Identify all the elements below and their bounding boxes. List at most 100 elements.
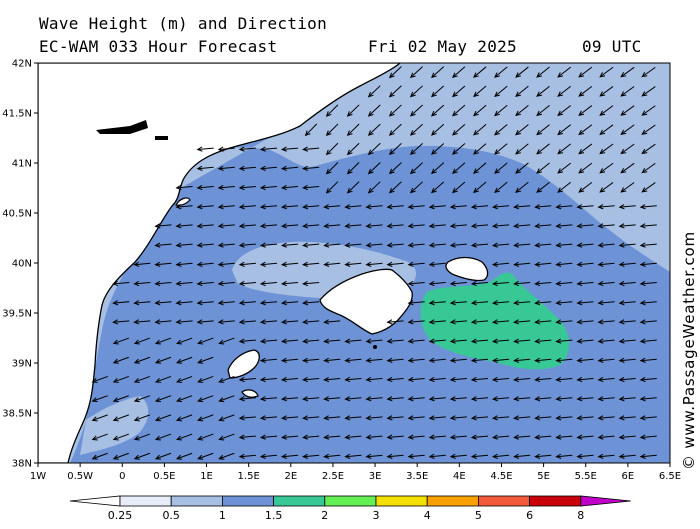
direction-arrow xyxy=(470,434,489,440)
direction-arrow xyxy=(513,396,531,402)
direction-arrow xyxy=(599,143,614,155)
direction-arrow xyxy=(238,300,256,306)
lat-label: 39N xyxy=(12,359,32,370)
direction-arrow xyxy=(346,142,360,156)
direction-arrow xyxy=(639,261,657,267)
direction-arrow xyxy=(452,104,466,117)
direction-arrow xyxy=(344,376,362,383)
direction-arrow xyxy=(280,376,299,383)
direction-arrow xyxy=(259,338,278,344)
direction-arrow xyxy=(176,337,193,345)
direction-arrow xyxy=(259,261,278,267)
direction-arrow xyxy=(238,434,256,440)
direction-arrow xyxy=(639,242,657,248)
direction-arrow xyxy=(280,453,299,459)
legend-tick-label: 6 xyxy=(526,509,533,522)
direction-arrow xyxy=(259,376,278,383)
direction-arrow xyxy=(597,204,615,210)
direction-arrow xyxy=(534,261,552,267)
direction-arrow xyxy=(302,146,320,152)
lon-label: 2.5E xyxy=(322,471,344,482)
direction-arrow xyxy=(344,415,362,421)
direction-arrow xyxy=(407,415,425,421)
direction-arrow xyxy=(325,104,339,117)
direction-arrow xyxy=(407,261,425,267)
direction-arrow xyxy=(557,162,572,174)
direction-arrow xyxy=(175,300,193,306)
direction-arrow xyxy=(536,124,550,136)
direction-arrow xyxy=(491,415,510,421)
direction-arrow xyxy=(218,395,235,403)
direction-arrow xyxy=(597,396,615,402)
direction-arrow xyxy=(473,181,487,194)
direction-arrow xyxy=(323,434,341,440)
direction-arrow xyxy=(515,143,529,155)
direction-arrow xyxy=(302,204,320,210)
direction-arrow xyxy=(536,85,550,97)
direction-arrow xyxy=(325,181,339,194)
direction-arrow xyxy=(112,319,130,325)
direction-arrow xyxy=(302,242,320,248)
direction-arrow xyxy=(428,357,446,363)
direction-arrow xyxy=(534,338,552,344)
direction-arrow xyxy=(344,223,362,229)
direction-arrow xyxy=(599,162,614,174)
direction-arrow xyxy=(218,414,235,422)
ibiza-island xyxy=(227,349,260,379)
direction-arrow xyxy=(449,223,467,229)
direction-arrow xyxy=(452,181,466,194)
direction-arrow xyxy=(473,85,487,98)
direction-arrow xyxy=(407,376,425,383)
direction-arrow xyxy=(428,453,446,459)
direction-arrow xyxy=(367,181,381,194)
direction-arrow xyxy=(409,104,423,117)
direction-arrow xyxy=(576,453,594,459)
direction-arrow xyxy=(513,242,531,248)
lat-label: 42N xyxy=(12,59,32,70)
direction-arrow xyxy=(407,223,425,229)
legend-tick-label: 5 xyxy=(475,509,482,522)
legend-swatch xyxy=(375,495,428,507)
direction-arrow xyxy=(513,223,531,229)
direction-arrow xyxy=(494,181,508,194)
direction-arrow xyxy=(197,452,214,460)
direction-arrow xyxy=(470,338,489,344)
direction-arrow xyxy=(534,204,552,210)
direction-arrow xyxy=(344,204,362,210)
direction-arrow xyxy=(534,396,552,402)
cabrera-island xyxy=(373,345,377,349)
legend-swatch xyxy=(221,495,274,507)
direction-arrow xyxy=(302,396,320,402)
direction-arrow xyxy=(491,338,510,344)
direction-arrow xyxy=(154,337,172,345)
direction-arrow xyxy=(365,338,383,344)
legend-tick-label: 3 xyxy=(373,509,380,522)
direction-arrow xyxy=(639,376,657,383)
direction-arrow xyxy=(280,300,299,306)
direction-arrow xyxy=(154,395,172,403)
lon-label: 0.5W xyxy=(67,471,93,482)
direction-arrow xyxy=(346,123,360,136)
direction-arrow xyxy=(449,204,467,210)
direction-arrow xyxy=(449,376,467,383)
direction-arrow xyxy=(154,319,172,325)
direction-arrow xyxy=(470,204,489,210)
direction-arrow xyxy=(302,338,320,344)
direction-arrow xyxy=(133,300,151,306)
direction-arrow xyxy=(620,66,635,78)
direction-arrow xyxy=(452,66,466,79)
direction-arrow xyxy=(491,280,510,287)
direction-arrow xyxy=(494,162,508,174)
direction-arrow xyxy=(534,223,552,229)
sea-band-0.5-1-north xyxy=(160,63,670,272)
direction-arrow xyxy=(346,181,360,194)
direction-arrow xyxy=(176,356,193,364)
direction-arrow xyxy=(428,300,446,306)
direction-arrow xyxy=(280,415,299,421)
direction-arrow xyxy=(555,300,573,306)
direction-arrow xyxy=(175,223,193,229)
direction-arrow xyxy=(112,280,130,287)
direction-arrow xyxy=(238,223,256,229)
direction-arrow xyxy=(428,223,446,229)
